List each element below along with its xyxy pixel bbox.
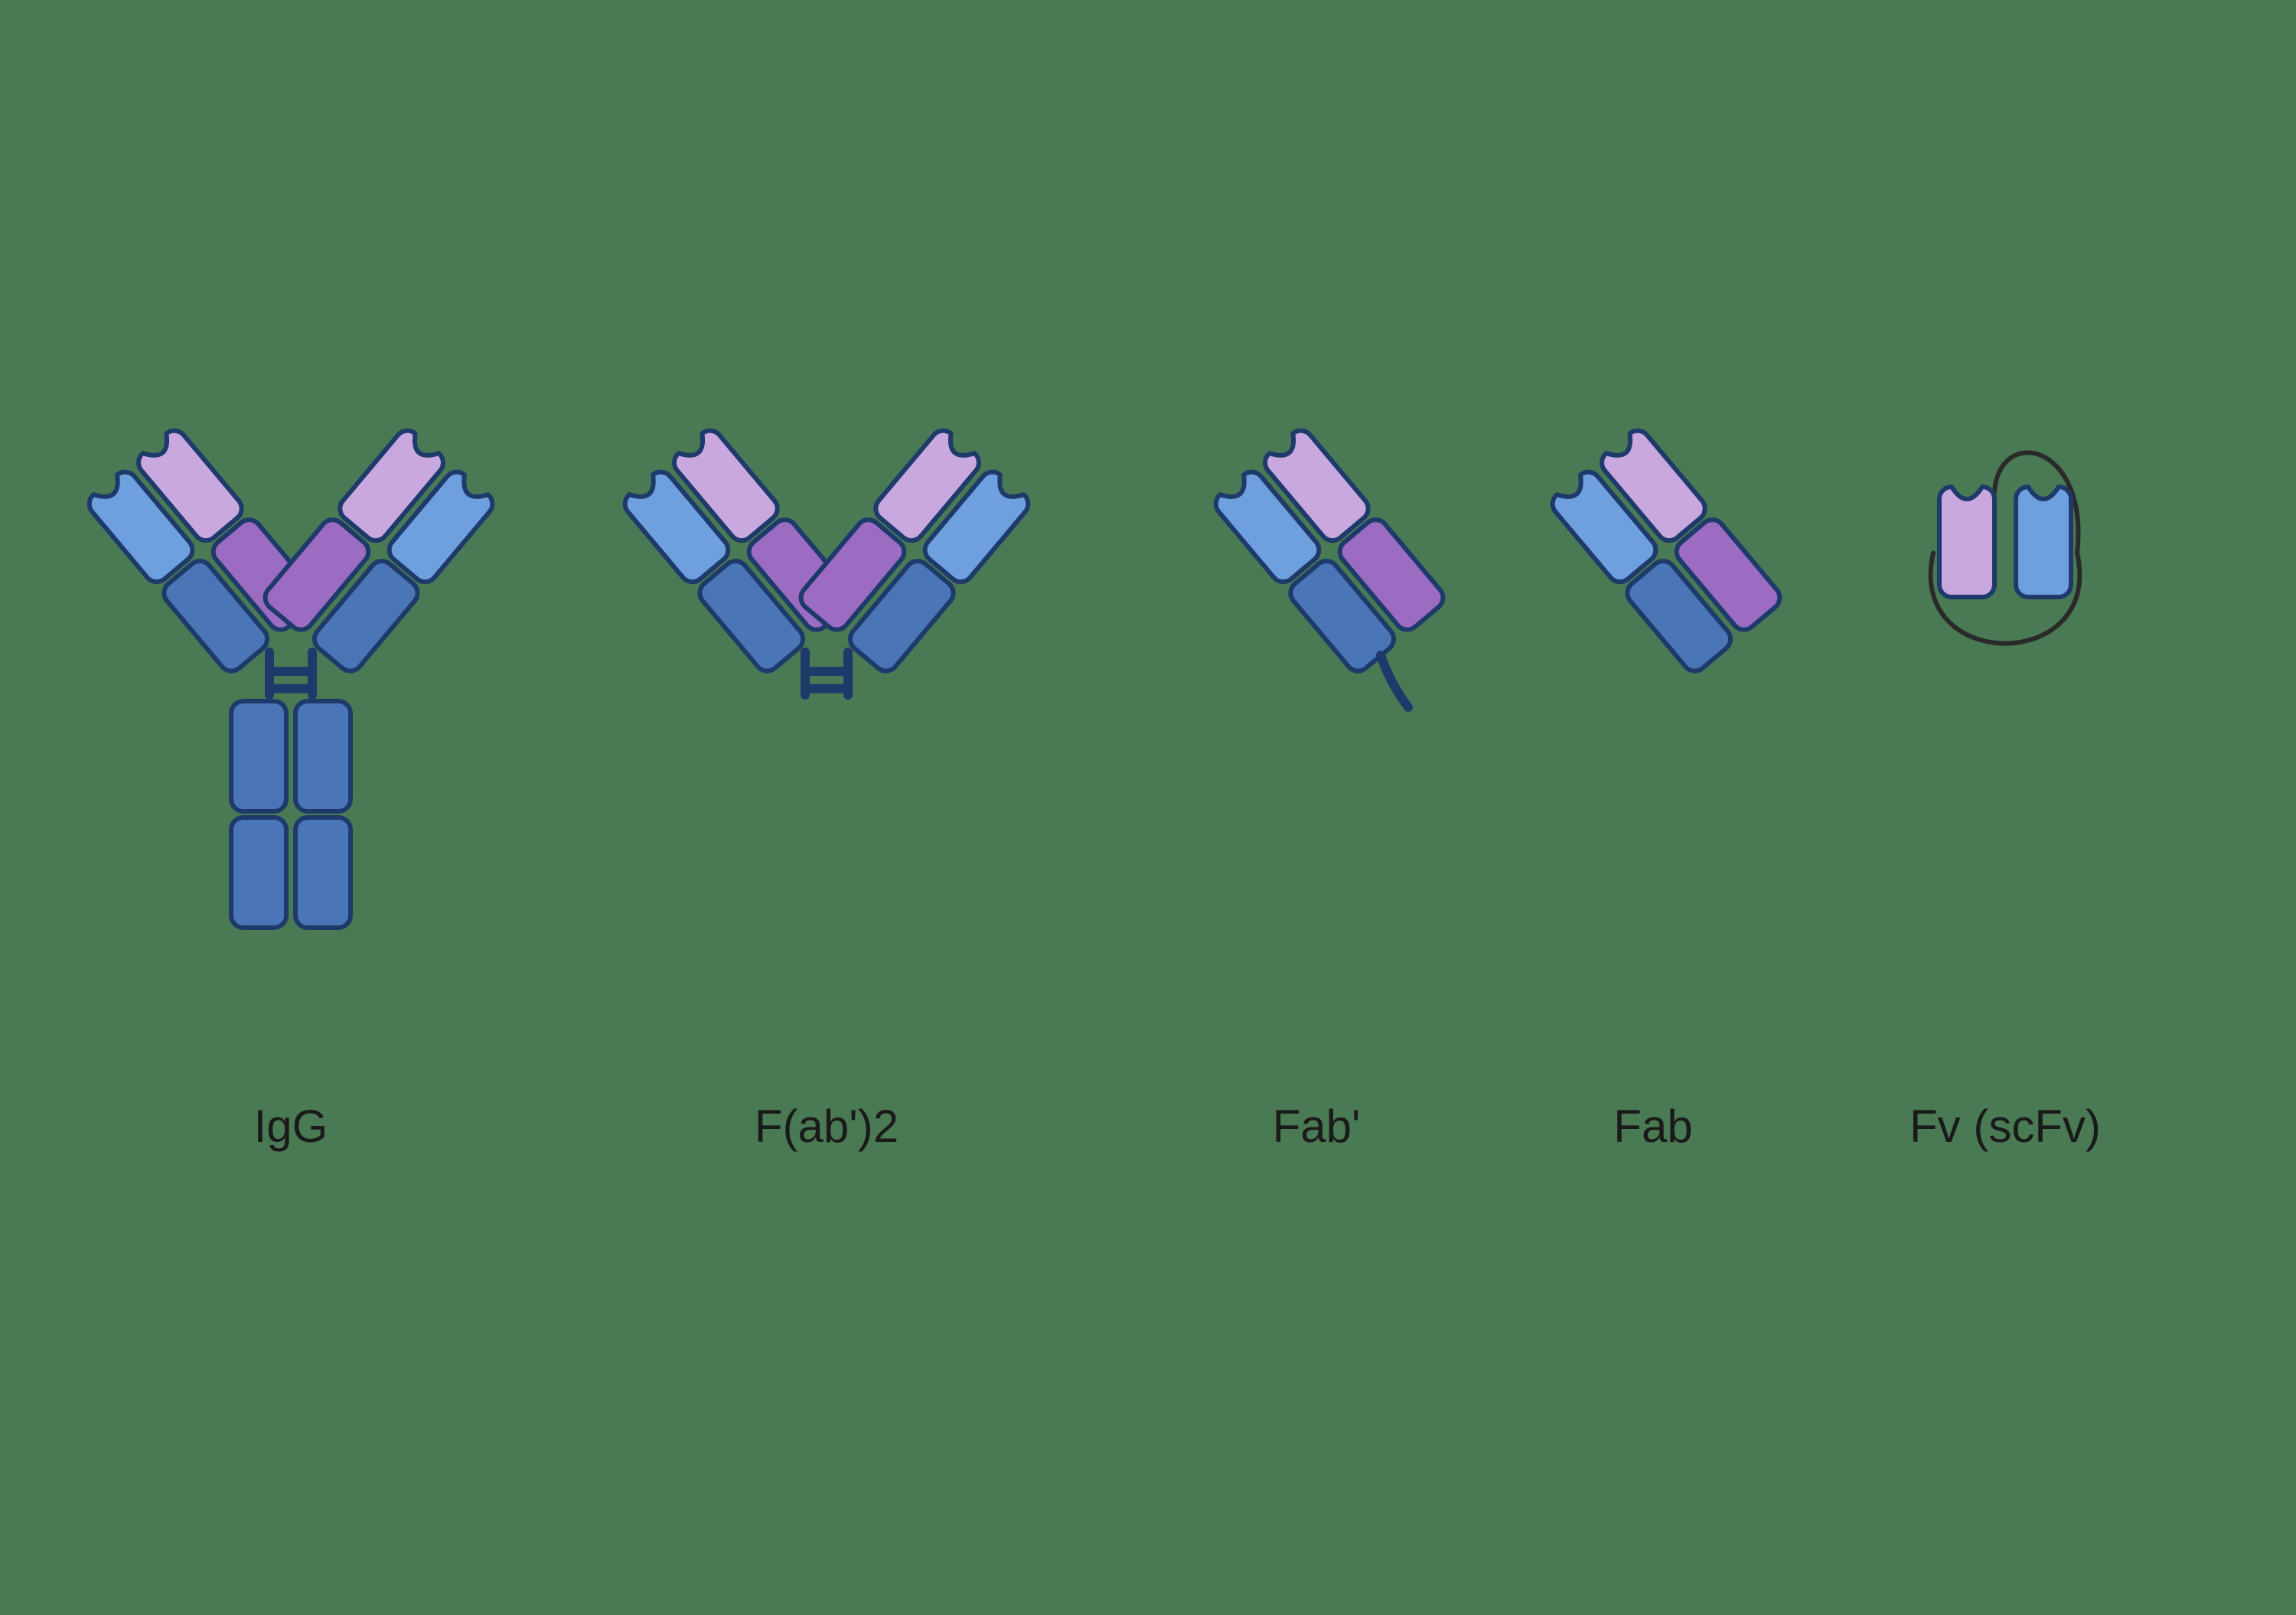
fc-ch3-left [231,817,286,928]
fc-region [231,701,351,928]
label-fab2: F(ab')2 [755,1102,899,1154]
label-fabp: Fab' [1273,1102,1361,1154]
fc-ch2-right [295,701,351,811]
fragment-fab [1548,426,1785,676]
arm-single [1548,426,1785,676]
fragment-igg [84,426,497,928]
arm-right [796,426,1033,676]
hinge [269,652,312,695]
fragment-fabp [1211,426,1448,707]
label-fab: Fab [1613,1102,1692,1154]
fragment-scfv [1931,452,2080,643]
hinge-tail [1381,655,1408,707]
arm-single [1211,426,1448,676]
diagram-svg [0,0,2296,1607]
scfv-vl [1939,487,1994,597]
antibody-fragments-diagram: IgG F(ab')2 Fab' Fab Fv (scFv) [0,0,2296,1607]
hinge [805,652,848,695]
label-scfv: Fv (scFv) [1910,1102,2101,1154]
arm-left [84,426,321,676]
fc-ch2-left [231,701,286,811]
arm-right [260,426,497,676]
arm-left [620,426,857,676]
fragment-fab2 [620,426,1033,695]
scfv [1931,452,2080,643]
scfv-vh [2016,487,2071,597]
label-igg: IgG [254,1102,328,1154]
fc-ch3-right [295,817,351,928]
